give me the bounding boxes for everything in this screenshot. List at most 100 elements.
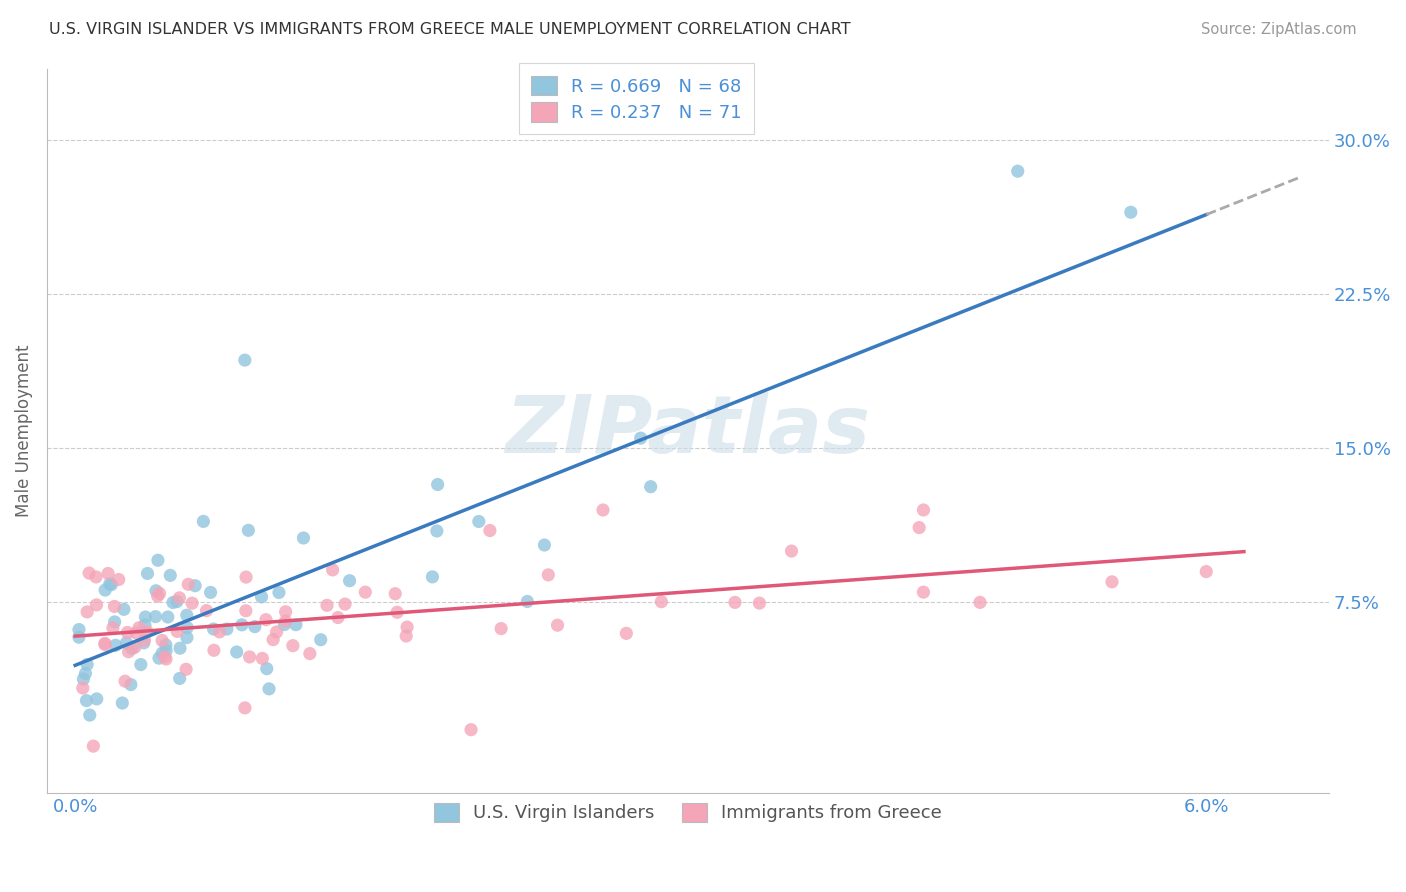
Point — [76, 605, 98, 619]
Point — [395, 629, 418, 643]
Point — [155, 652, 177, 666]
Point — [166, 594, 188, 608]
Point — [233, 353, 256, 368]
Point — [243, 619, 266, 633]
Point — [136, 566, 159, 581]
Legend: U.S. Virgin Islanders, Immigrants from Greece: U.S. Virgin Islanders, Immigrants from G… — [420, 790, 955, 835]
Point — [136, 624, 159, 639]
Point — [97, 566, 120, 581]
Point — [177, 577, 200, 591]
Point — [94, 583, 117, 598]
Point — [1007, 164, 1029, 178]
Point — [103, 599, 125, 614]
Point — [195, 604, 218, 618]
Point — [208, 624, 231, 639]
Point — [156, 610, 179, 624]
Point — [298, 647, 321, 661]
Point — [176, 631, 198, 645]
Point — [748, 596, 770, 610]
Point — [912, 585, 935, 599]
Point — [426, 477, 449, 491]
Point — [1101, 574, 1123, 589]
Point — [82, 739, 104, 753]
Point — [912, 503, 935, 517]
Point — [547, 618, 569, 632]
Point — [124, 640, 146, 655]
Point — [184, 579, 207, 593]
Text: ZIPatlas: ZIPatlas — [505, 392, 870, 470]
Point — [252, 651, 274, 665]
Point — [215, 622, 238, 636]
Point — [84, 570, 107, 584]
Point — [100, 577, 122, 591]
Point — [460, 723, 482, 737]
Point — [326, 610, 349, 624]
Point — [468, 515, 491, 529]
Point — [640, 480, 662, 494]
Point — [250, 590, 273, 604]
Point — [908, 520, 931, 534]
Point — [181, 596, 204, 610]
Point — [150, 646, 173, 660]
Point — [281, 639, 304, 653]
Point — [225, 645, 247, 659]
Point — [104, 615, 127, 629]
Point — [292, 531, 315, 545]
Point — [94, 636, 117, 650]
Point — [254, 613, 277, 627]
Text: U.S. VIRGIN ISLANDER VS IMMIGRANTS FROM GREECE MALE UNEMPLOYMENT CORRELATION CHA: U.S. VIRGIN ISLANDER VS IMMIGRANTS FROM … — [49, 22, 851, 37]
Point — [193, 515, 215, 529]
Point — [354, 585, 377, 599]
Point — [384, 587, 406, 601]
Point — [146, 553, 169, 567]
Point — [267, 585, 290, 599]
Point — [72, 681, 94, 695]
Point — [112, 602, 135, 616]
Point — [200, 585, 222, 599]
Point — [145, 583, 167, 598]
Point — [309, 632, 332, 647]
Point — [422, 570, 444, 584]
Point — [101, 621, 124, 635]
Point — [79, 708, 101, 723]
Point — [396, 620, 419, 634]
Point — [169, 641, 191, 656]
Point — [284, 617, 307, 632]
Point — [155, 638, 177, 652]
Point — [333, 597, 356, 611]
Point — [176, 608, 198, 623]
Point — [274, 605, 297, 619]
Point — [533, 538, 555, 552]
Point — [98, 577, 121, 591]
Point — [537, 567, 560, 582]
Point — [75, 666, 97, 681]
Point — [239, 649, 262, 664]
Point — [155, 644, 177, 658]
Point — [385, 605, 408, 619]
Point — [274, 614, 297, 628]
Point — [114, 674, 136, 689]
Point — [125, 626, 148, 640]
Point — [117, 625, 139, 640]
Point — [86, 598, 108, 612]
Point — [67, 630, 90, 644]
Point — [166, 624, 188, 639]
Point — [134, 618, 156, 632]
Point — [150, 633, 173, 648]
Text: Source: ZipAtlas.com: Source: ZipAtlas.com — [1201, 22, 1357, 37]
Point — [262, 632, 284, 647]
Point — [77, 566, 100, 580]
Point — [339, 574, 361, 588]
Point — [592, 503, 614, 517]
Point — [153, 649, 176, 664]
Point — [174, 662, 197, 676]
Point — [238, 524, 260, 538]
Point — [111, 696, 134, 710]
Y-axis label: Male Unemployment: Male Unemployment — [15, 344, 32, 517]
Point — [516, 594, 538, 608]
Point — [478, 524, 501, 538]
Point — [231, 618, 253, 632]
Point — [121, 641, 143, 656]
Point — [650, 595, 672, 609]
Point — [159, 568, 181, 582]
